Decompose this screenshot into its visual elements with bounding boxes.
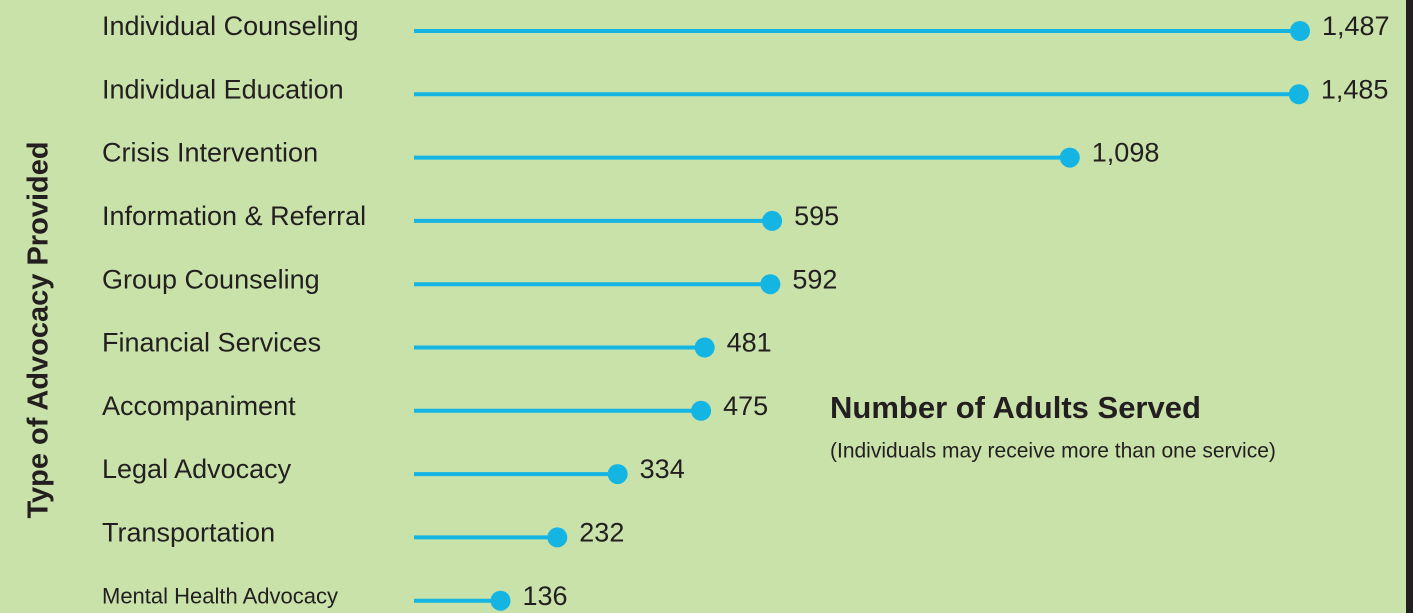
value-label: 475 [723,391,768,421]
value-label: 334 [640,454,685,484]
dot [1290,21,1310,41]
value-label: 1,485 [1321,74,1389,104]
category-label: Transportation [102,518,275,548]
dot [607,464,628,485]
dot [691,400,712,421]
value-label: 1,487 [1322,11,1390,41]
category-label: Individual Counseling [102,11,359,41]
dot [1288,84,1309,105]
annotation-subtitle: (Individuals may receive more than one s… [830,440,1276,463]
category-label: Legal Advocacy [102,454,292,484]
value-label: 481 [727,328,772,358]
value-label: 592 [792,264,837,294]
dot [762,210,783,231]
border [1406,0,1413,613]
dot [760,274,781,295]
dot [694,337,715,358]
dot [547,527,568,548]
category-label: Individual Education [102,74,344,104]
y-axis-label: Type of Advocacy Provided [23,141,55,518]
value-label: 1,098 [1092,138,1160,168]
category-label: Group Counseling [102,264,320,294]
category-label: Crisis Intervention [102,138,318,168]
category-label: Mental Health Advocacy [102,584,338,609]
category-label: Accompaniment [102,391,296,421]
value-label: 232 [579,518,624,548]
value-label: 595 [794,201,839,231]
category-label: Financial Services [102,328,321,358]
dot [490,590,511,611]
value-label: 136 [522,581,567,611]
annotation-title: Number of Adults Served [830,390,1201,425]
dot [1059,147,1080,168]
category-label: Information & Referral [102,201,366,231]
